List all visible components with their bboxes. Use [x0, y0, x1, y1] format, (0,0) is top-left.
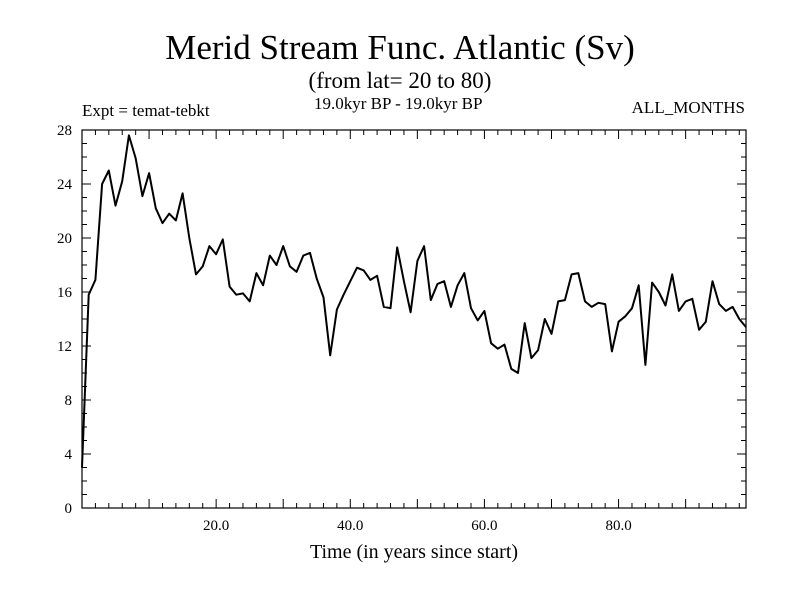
x-tick-label: 20.0 — [203, 518, 229, 534]
chart-title: Merid Stream Func. Atlantic (Sv) — [165, 28, 635, 67]
y-tick-label: 0 — [65, 501, 73, 517]
x-tick-label: 40.0 — [337, 518, 363, 534]
plot-frame — [81, 129, 747, 509]
x-axis-label: Time (in years since start) — [310, 541, 518, 563]
y-tick-label: 12 — [57, 339, 72, 355]
x-tick-label: 80.0 — [605, 518, 631, 534]
series-line — [81, 134, 747, 468]
chart-subtitle: (from lat= 20 to 80) — [308, 68, 492, 93]
months-label: ALL_MONTHS — [631, 98, 745, 117]
experiment-label: Expt = temat-tebkt — [82, 101, 210, 120]
y-tick-label: 28 — [57, 123, 72, 139]
period-label: 19.0kyr BP - 19.0kyr BP — [314, 94, 483, 113]
y-tick-label: 24 — [57, 177, 73, 193]
x-tick-label: 60.0 — [471, 518, 497, 534]
y-tick-label: 20 — [57, 231, 72, 247]
tick-marks — [81, 129, 746, 509]
y-tick-label: 16 — [57, 285, 73, 301]
y-tick-label: 4 — [65, 447, 73, 463]
tick-labels: 20.0 40.0 60.0 80.0 0 4 8 12 16 20 24 28 — [57, 123, 632, 534]
y-tick-label: 8 — [65, 393, 73, 409]
